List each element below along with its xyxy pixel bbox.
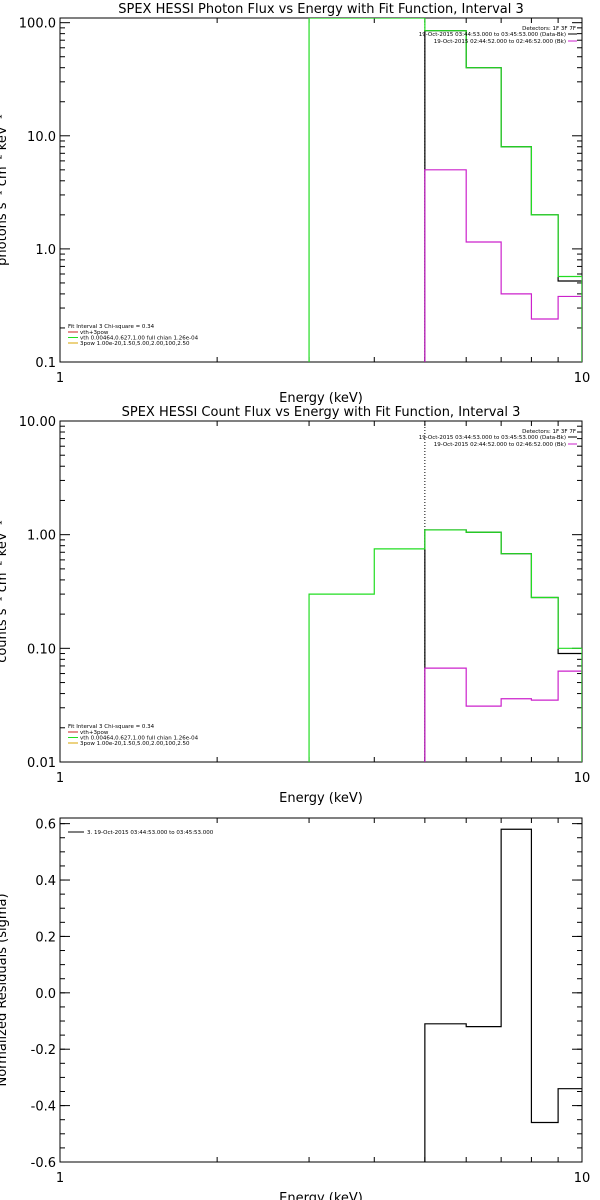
fit-legend-heading: Fit Interval 3 Chi-square = 0.34 [68, 724, 155, 730]
y-tick-label: 0.2 [35, 930, 56, 945]
y-axis-label: counts s⁻¹ cm⁻² keV⁻¹ [0, 520, 10, 663]
y-tick-label: 10.00 [19, 415, 56, 430]
y-tick-label: 0.4 [35, 874, 56, 889]
chart-title: SPEX HESSI Count Flux vs Energy with Fit… [122, 405, 521, 420]
series-magenta-step [424, 667, 582, 762]
residual-legend: 3. 19-Oct-2015 03:44:53.000 to 03:45:53.… [87, 830, 214, 836]
y-tick-label: -0.2 [31, 1043, 56, 1058]
x-axis-label: Energy (keV) [279, 391, 363, 406]
chart-title: SPEX HESSI Photon Flux vs Energy with Fi… [118, 2, 524, 17]
plot-frame [59, 817, 583, 1163]
x-axis-label: Energy (keV) [279, 1191, 363, 1200]
y-tick-label: 0.6 [35, 818, 56, 833]
fit-legend-entry: vth 0.00464,0.627,1.00 full chian 1.26e-… [80, 736, 199, 742]
fit-legend-heading: Fit Interval 3 Chi-square = 0.34 [68, 324, 155, 330]
y-tick-label: 100.0 [19, 17, 56, 32]
series-group [308, 529, 582, 762]
x-tick-label: 10 [574, 371, 591, 386]
chart-panel-2: SPEX HESSI Count Flux vs Energy with Fit… [0, 405, 590, 806]
legend-bottom: Fit Interval 3 Chi-square = 0.34vth+3pow… [68, 724, 199, 747]
y-axis-label: photons s⁻¹ cm⁻² keV⁻¹ [0, 114, 10, 266]
chart-panel-3: 1 10 Energy (keV) -0.6 -0.4 -0.2 0.0 0.2 0.4 0.6 N… [0, 817, 591, 1200]
plot-frame [59, 17, 583, 363]
y-tick-label: -0.4 [31, 1100, 56, 1115]
x-tick-label: 1 [56, 1171, 64, 1186]
y-tick-label: 0.01 [27, 756, 56, 771]
fit-legend-entry: vth 0.00464,0.627,1.00 full chian 1.26e-… [80, 336, 199, 342]
fit-legend-entry: 3pow 1.00e-20,1.50,5.00,2.00,100,2.50 [80, 341, 190, 347]
legend-heading: Detectors: 1F 3F 7F [522, 26, 576, 32]
fit-legend-entry: 3pow 1.00e-20,1.50,5.00,2.00,100,2.50 [80, 741, 190, 747]
series-black-step [424, 828, 582, 1162]
series-group [424, 828, 582, 1162]
plot-frame [59, 420, 583, 763]
y-tick-label: 10.0 [27, 130, 56, 145]
fit-legend-entry: vth+3pow [80, 730, 109, 736]
chart-panel-1: SPEX HESSI Photon Flux vs Energy with Fi… [0, 2, 590, 406]
y-tick-label: 1.00 [27, 529, 56, 544]
y-tick-label: 0.10 [27, 642, 56, 657]
legend-heading: Detectors: 1F 3F 7F [522, 429, 576, 435]
x-tick-label: 1 [56, 371, 64, 386]
y-tick-label: 0.0 [35, 987, 56, 1002]
y-tick-label: 1.0 [35, 243, 56, 258]
series-green-step [308, 18, 582, 362]
y-tick-label: 0.1 [35, 356, 56, 371]
x-tick-label: 10 [574, 771, 591, 786]
y-tick-label: -0.6 [31, 1156, 56, 1171]
x-axis-label: Energy (keV) [279, 791, 363, 806]
legend-entry: 19-Oct-2015 02:44:52.000 to 02:46:52.000… [434, 442, 566, 448]
y-axis-label: Normalized Residuals (sigma) [0, 893, 10, 1086]
x-tick-label: 10 [574, 1171, 591, 1186]
series-green-step [308, 529, 582, 762]
fit-legend-entry: vth+3pow [80, 330, 109, 336]
legend-entry: 19-Oct-2015 02:44:52.000 to 02:46:52.000… [434, 39, 566, 45]
legend-bottom: Fit Interval 3 Chi-square = 0.34vth+3pow… [68, 324, 199, 347]
x-tick-label: 1 [56, 771, 64, 786]
legend-entry: 19-Oct-2015 03:44:53.000 to 03:45:53.000… [419, 435, 566, 441]
legend-entry: 19-Oct-2015 03:44:53.000 to 03:45:53.000… [419, 32, 566, 38]
series-group [308, 18, 582, 362]
